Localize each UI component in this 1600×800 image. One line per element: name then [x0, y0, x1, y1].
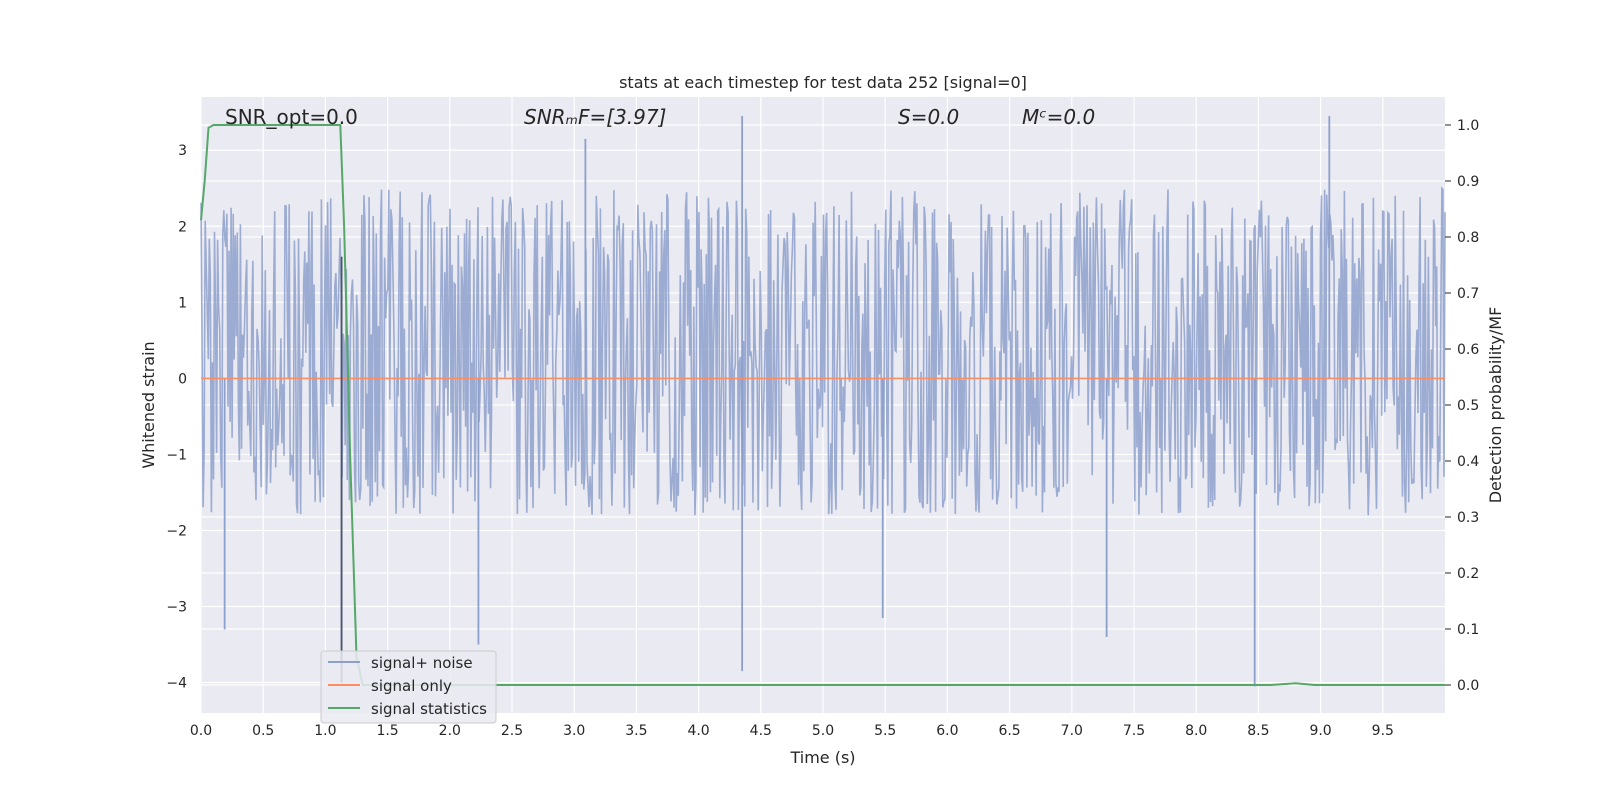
y-tick-label: −2 [166, 523, 187, 539]
legend-box [320, 650, 497, 724]
x-tick-label: 1.0 [314, 723, 336, 739]
annotation-s: S=0.0 [898, 105, 959, 129]
x-tick-label: 7.0 [1061, 723, 1083, 739]
y2-tick-label: 0.2 [1457, 566, 1479, 582]
x-tick-label: 2.5 [501, 723, 523, 739]
x-tick-label: 5.5 [874, 723, 896, 739]
chart-title: stats at each timestep for test data 252… [619, 73, 1027, 92]
x-axis-label: Time (s) [789, 748, 855, 767]
series-signal-statistics [200, 124, 1445, 686]
y2-tick-label: 0.9 [1457, 174, 1479, 190]
y2-tick-label: 0.5 [1457, 398, 1479, 414]
annotation-snr-mf: SNRₘF=[3.97] [524, 105, 666, 129]
x-tick-label: 9.5 [1372, 723, 1394, 739]
y2-tick-label: 0.8 [1457, 230, 1479, 246]
signal-statistics-line [200, 124, 1445, 686]
y-tick-label: −1 [166, 447, 187, 463]
y2-tick-label: 0.0 [1457, 678, 1479, 694]
x-tick-label: 3.0 [563, 723, 585, 739]
legend: signal+ noise signal only signal statist… [320, 650, 497, 724]
x-tick-label: 0.5 [252, 723, 274, 739]
x-tick-label: 4.5 [750, 723, 772, 739]
y2-tick-label: 0.6 [1457, 342, 1479, 358]
legend-label-signal-statistics: signal statistics [371, 700, 487, 718]
x-tick-label: 6.0 [936, 723, 958, 739]
x-tick-label: 5.0 [812, 723, 834, 739]
annotation-mc: Mᶜ=0.0 [1022, 105, 1095, 129]
y-tick-label: 1 [178, 295, 187, 311]
y-tick-label: 0 [178, 371, 187, 387]
legend-label-signal-noise: signal+ noise [371, 654, 473, 672]
y-tick-label: 3 [178, 143, 187, 159]
annotation-snr-opt: SNR_opt=0.0 [225, 105, 358, 129]
y2-tick-label: 0.7 [1457, 286, 1479, 302]
y-tick-label: 2 [178, 219, 187, 235]
x-tick-label: 0.0 [190, 723, 212, 739]
y2-tick-label: 0.1 [1457, 622, 1479, 638]
y2-tick-label: 1.0 [1457, 118, 1479, 134]
y2-axis-label: Detection probability/MF [1486, 307, 1505, 504]
x-tick-label: 8.5 [1247, 723, 1269, 739]
x-tick-label: 1.5 [376, 723, 398, 739]
x-tick-label: 4.0 [687, 723, 709, 739]
ticks: 0.0 0.5 1.0 1.5 2.0 2.5 3.0 3.5 4.0 4.5 5.0 5.5 6.0 6… [166, 118, 1479, 739]
y-tick-label: −4 [166, 676, 187, 692]
noise-trace [200, 186, 1446, 516]
x-tick-label: 3.5 [625, 723, 647, 739]
y-axis-label: Whitened strain [139, 341, 158, 468]
x-tick-label: 2.0 [439, 723, 461, 739]
y2-tick-label: 0.4 [1457, 454, 1479, 470]
x-tick-label: 8.0 [1185, 723, 1207, 739]
x-tick-label: 7.5 [1123, 723, 1145, 739]
x-tick-label: 9.0 [1309, 723, 1331, 739]
y2-tick-label: 0.3 [1457, 510, 1479, 526]
x-tick-label: 6.5 [998, 723, 1020, 739]
y-tick-label: −3 [166, 600, 187, 616]
legend-label-signal-only: signal only [371, 677, 452, 695]
